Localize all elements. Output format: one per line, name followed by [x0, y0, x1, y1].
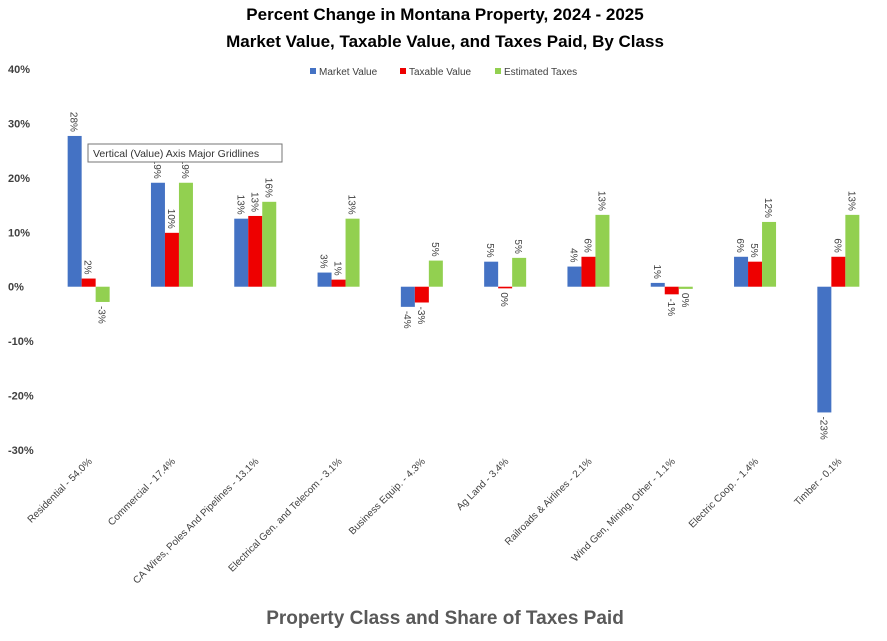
value-label: 6% [734, 238, 745, 253]
legend-swatch [400, 68, 406, 74]
value-label: -1% [665, 298, 676, 316]
value-label: 0% [498, 292, 509, 307]
value-label: 19% [179, 159, 190, 179]
legend-label: Taxable Value [409, 67, 472, 78]
bar [150, 182, 165, 287]
bar [664, 286, 679, 295]
bar [262, 201, 277, 287]
legend-swatch [495, 68, 501, 74]
y-tick-label: -20% [8, 391, 34, 403]
bar [817, 286, 832, 413]
bar [498, 286, 513, 289]
bar [595, 214, 610, 287]
bar [234, 218, 249, 287]
value-label: -3% [96, 306, 107, 324]
y-tick-label: 10% [8, 227, 30, 239]
y-tick-label: -10% [8, 336, 34, 348]
value-label: 5% [429, 242, 440, 257]
bar [650, 282, 665, 287]
chart-subtitle: Market Value, Taxable Value, and Taxes P… [226, 32, 664, 51]
value-label: 1% [332, 261, 343, 276]
value-label: 5% [484, 243, 495, 258]
value-label: 13% [234, 195, 245, 215]
y-tick-label: 30% [8, 118, 30, 130]
legend-swatch [310, 68, 316, 74]
bar [414, 286, 429, 303]
bar [67, 135, 82, 287]
bar [484, 261, 499, 287]
bar [748, 261, 763, 287]
bar [567, 266, 582, 287]
value-label: -4% [401, 311, 412, 329]
bar [428, 260, 443, 287]
legend-label: Estimated Taxes [504, 67, 577, 78]
y-tick-label: 0% [8, 282, 24, 294]
value-label: 19% [151, 159, 162, 179]
bar [581, 256, 596, 287]
bar [178, 182, 193, 287]
value-label: 6% [581, 238, 592, 253]
y-tick-label: -30% [8, 445, 34, 457]
y-tick-label: 40% [8, 64, 30, 76]
tooltip-box [87, 143, 283, 163]
bar [512, 257, 527, 287]
value-label: 13% [595, 191, 606, 211]
bar [248, 215, 263, 287]
bar [164, 232, 179, 287]
value-label: 5% [748, 243, 759, 258]
value-label: 0% [679, 293, 690, 308]
bar [331, 279, 346, 287]
value-label: 13% [346, 195, 357, 215]
value-label: 16% [262, 178, 273, 198]
value-label: -3% [415, 306, 426, 324]
bar [762, 221, 777, 287]
value-label: 5% [512, 239, 523, 254]
bar [95, 286, 110, 302]
chart-title: Percent Change in Montana Property, 2024… [246, 5, 643, 24]
bar [345, 218, 360, 287]
value-label: 13% [845, 191, 856, 211]
value-label: 3% [318, 254, 329, 269]
value-label: 12% [762, 198, 773, 218]
value-label: 28% [68, 112, 79, 132]
x-axis-title: Property Class and Share of Taxes Paid [266, 608, 624, 629]
value-label: 6% [831, 238, 842, 253]
y-tick-label: 20% [8, 173, 30, 185]
value-label: 1% [651, 264, 662, 279]
value-label: 2% [82, 260, 93, 275]
bar [81, 278, 96, 287]
bar [678, 286, 693, 289]
bar [400, 286, 415, 307]
value-label: 13% [248, 192, 259, 212]
bar [317, 272, 332, 287]
value-label: 10% [165, 209, 176, 229]
bar [845, 214, 860, 287]
value-label: 4% [567, 248, 578, 263]
legend-label: Market Value [319, 67, 378, 78]
value-label: -23% [817, 416, 828, 439]
bar [734, 256, 749, 287]
bar [831, 256, 846, 287]
tooltip-text: Vertical (Value) Axis Major Gridlines [93, 148, 259, 160]
